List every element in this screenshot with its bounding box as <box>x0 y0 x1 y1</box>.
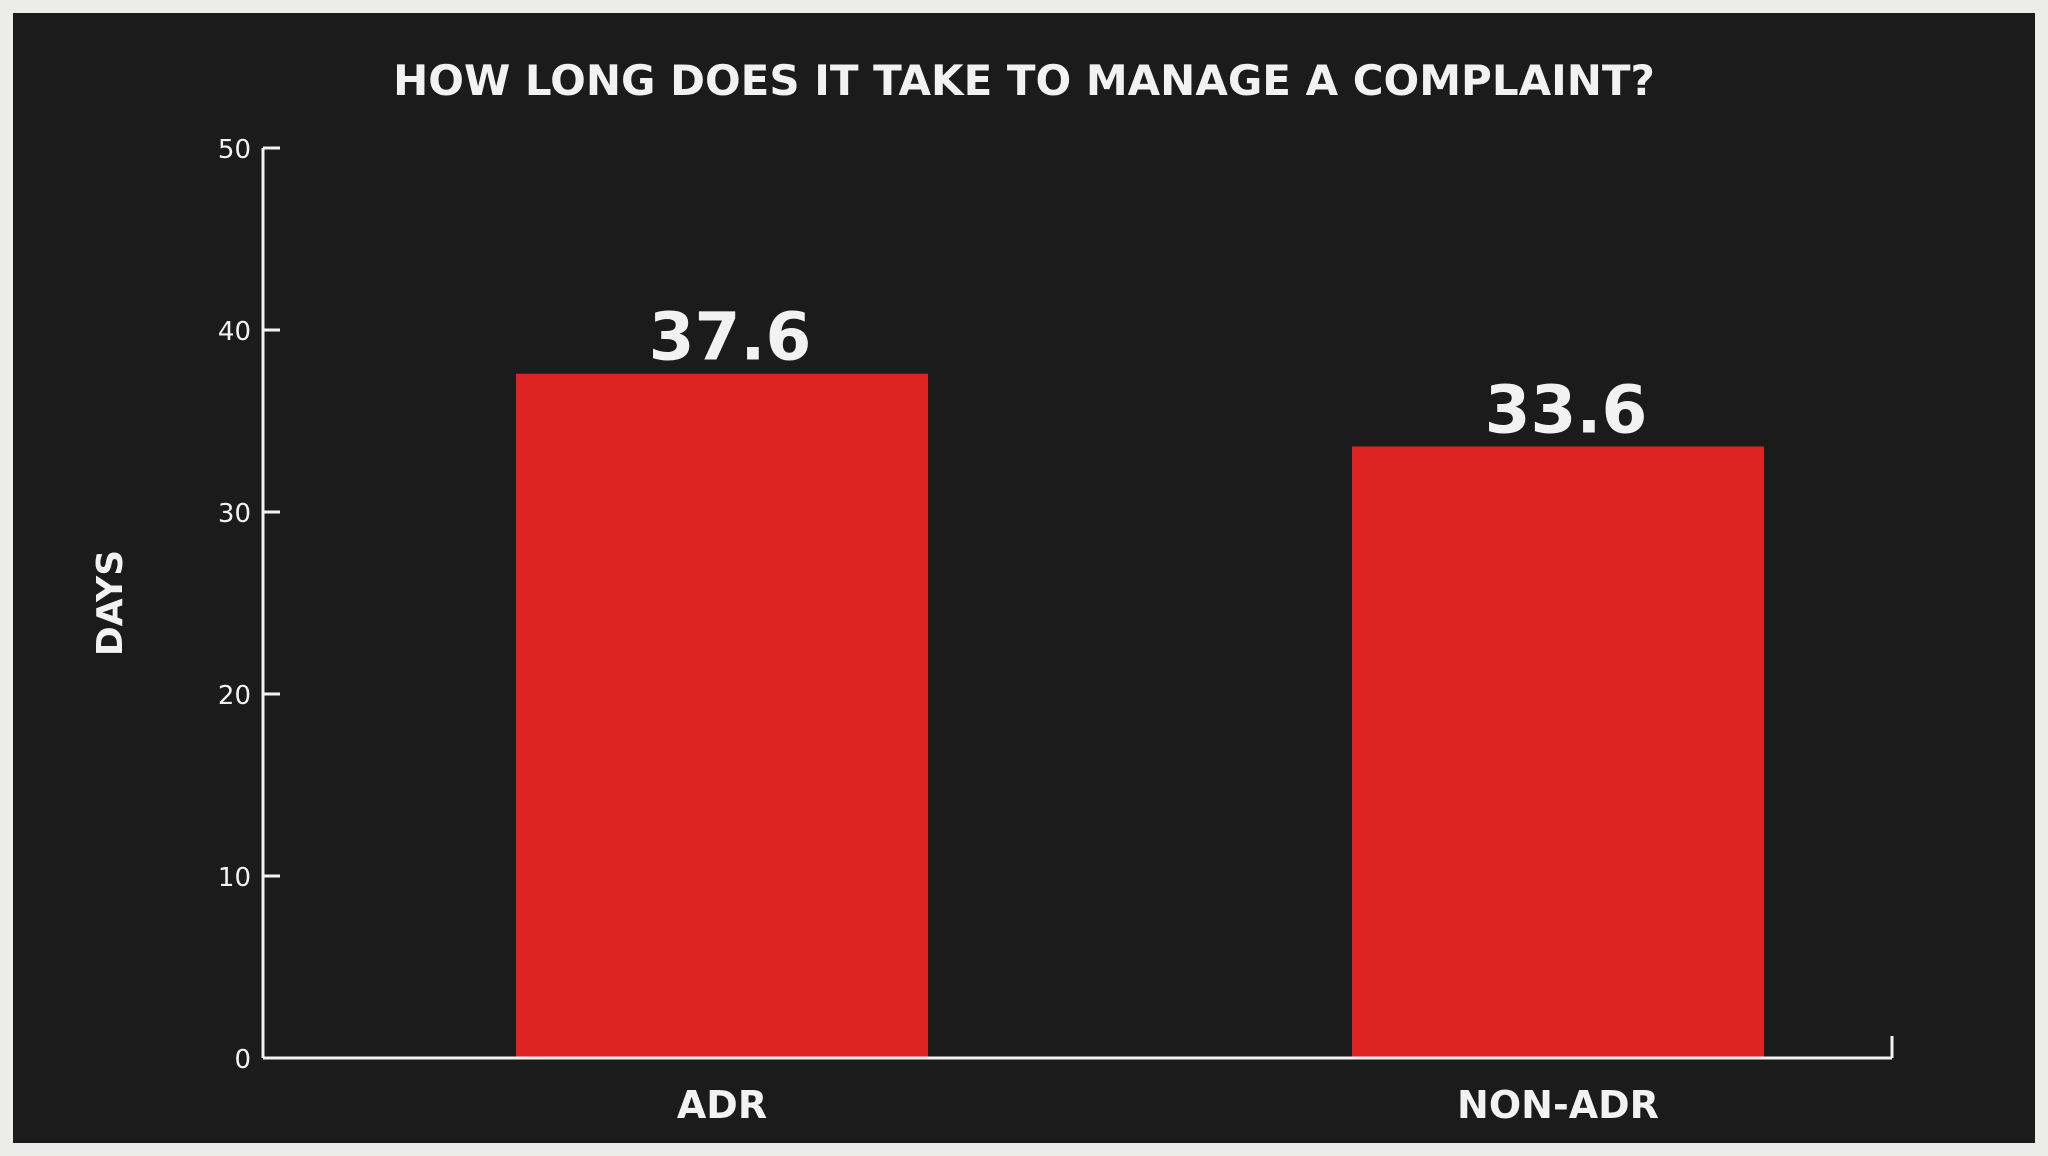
bar-adr <box>516 373 928 1058</box>
value-label-adr: 37.6 <box>649 299 812 376</box>
bar-non-adr <box>1352 446 1764 1059</box>
y-tick-label-10: 10 <box>218 863 251 893</box>
y-tick-label-30: 30 <box>218 499 251 529</box>
axes-layer <box>261 146 1894 1060</box>
y-tick-label-50: 50 <box>218 135 251 165</box>
bars-layer <box>516 373 1764 1059</box>
value-label-non-adr: 33.6 <box>1485 371 1648 448</box>
y-tick-label-40: 40 <box>218 317 251 347</box>
y-axis-label: DAYS <box>90 550 131 656</box>
labels-layer: 37.6 ADR 33.6 NON-ADR 0 10 20 30 40 50 <box>218 135 1659 1127</box>
y-tick-label-0: 0 <box>234 1045 251 1075</box>
y-tick-label-20: 20 <box>218 681 251 711</box>
chart-title: HOW LONG DOES IT TAKE TO MANAGE A COMPLA… <box>393 56 1655 105</box>
x-tick-label-adr: ADR <box>677 1083 767 1127</box>
x-tick-label-non-adr: NON-ADR <box>1457 1083 1659 1127</box>
